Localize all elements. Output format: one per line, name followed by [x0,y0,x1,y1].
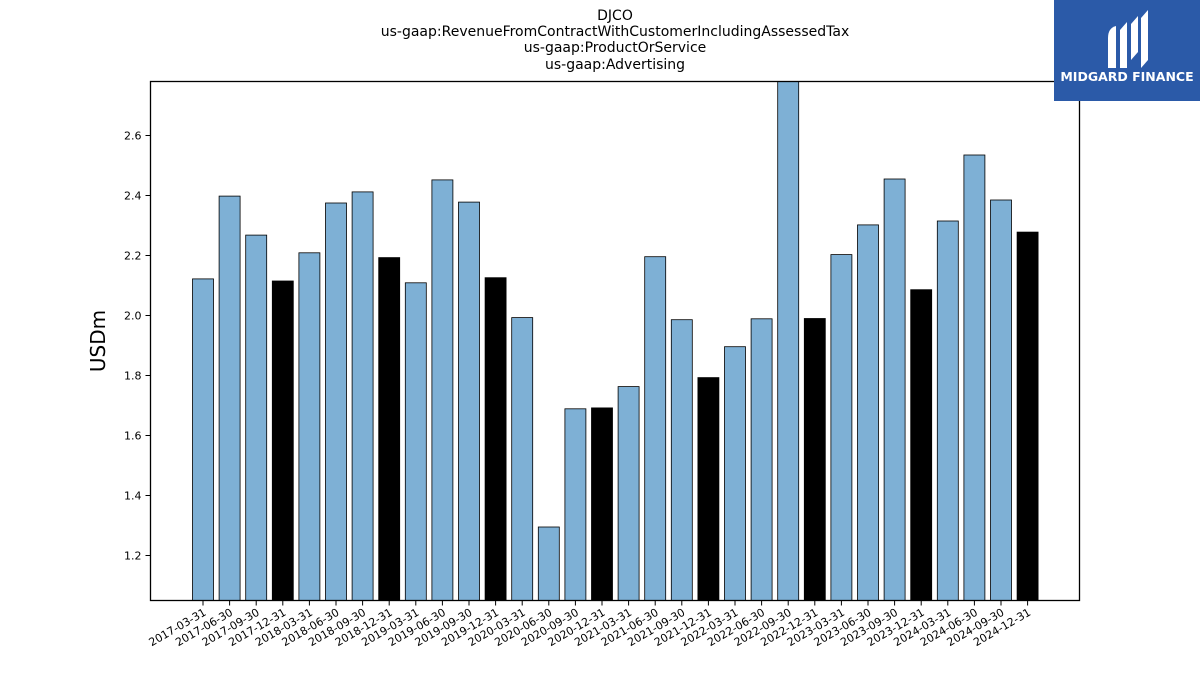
y-tick-label: 1.4 [124,490,142,503]
bar-2020-09-30 [564,408,587,601]
bar-2017-06-30 [218,195,241,601]
bar-2018-12-31 [378,257,401,601]
y-axis: 1.2 1.4 1.6 1.8 2.0 2.2 2.4 2.6 [124,130,151,563]
y-tick-label: 1.2 [124,550,142,563]
bar-2023-12-31 [910,289,933,601]
bar-2017-03-31 [192,278,214,601]
bar-2024-09-30 [990,199,1012,601]
title-line-4: us-gaap:Advertising [545,57,685,73]
y-tick-label: 1.6 [124,430,142,443]
bar-2017-09-30 [245,234,268,601]
bar-2020-06-30 [537,526,560,601]
bar-2024-03-31 [936,220,959,601]
bar-2017-12-31 [271,280,294,601]
bar-2018-03-31 [298,252,321,601]
bar-2023-06-30 [857,224,879,601]
bar-2021-12-31 [697,377,720,601]
y-tick-label: 2.0 [124,310,142,323]
bar-2024-06-30 [963,154,986,601]
y-tick-label: 2.4 [124,190,142,203]
midgard-finance-logo: MIDGARD FINANCE [1054,0,1200,101]
bar-2022-12-31 [803,318,826,601]
bar-2019-12-31 [484,277,507,601]
bar-2024-12-31 [1016,231,1039,601]
bar-2022-09-30 [777,81,800,601]
midgard-m-icon [1108,10,1148,68]
bar-2019-03-31 [404,282,427,601]
bar-2019-06-30 [431,179,454,601]
bar-2023-03-31 [830,254,853,601]
bar-2021-09-30 [670,319,693,601]
y-tick-label: 2.2 [124,250,142,263]
bar-2020-03-31 [511,317,534,601]
bar-2019-09-30 [458,201,480,601]
bar-2018-06-30 [325,202,347,601]
bar-2021-06-30 [644,256,667,601]
y-tick-label: 1.8 [124,370,142,383]
bar-2018-09-30 [351,191,374,601]
logo-text: MIDGARD FINANCE [1060,69,1193,84]
x-axis: 2017-03-312017-06-302017-09-302017-12-31… [147,600,1033,649]
title-line-3: us-gaap:ProductOrService [524,40,707,56]
y-tick-label: 2.6 [124,130,142,143]
bar-2020-12-31 [591,407,613,601]
title-line-2: us-gaap:RevenueFromContractWithCustomerI… [381,24,850,40]
bar-2023-09-30 [883,178,906,601]
plot-frame [149,80,1081,602]
bar-2022-06-30 [750,318,773,601]
bar-2021-03-31 [617,386,640,601]
title-line-1: DJCO [597,8,633,24]
chart-title: DJCO us-gaap:RevenueFromContractWithCust… [381,8,850,73]
y-axis-label: USDm [86,310,110,372]
bars [192,81,1039,601]
bar-2022-03-31 [724,346,746,601]
